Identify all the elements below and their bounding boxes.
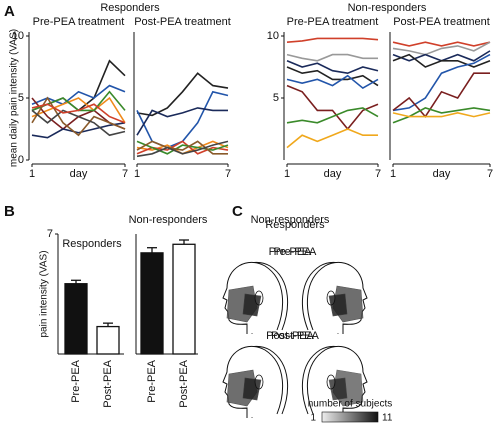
bar [172,243,196,355]
chart-title: Post-PEA treatment [393,16,490,28]
panel-label: B [4,203,15,220]
line-series [286,60,379,75]
ear [326,374,336,390]
group-label: Non-responders [129,214,208,226]
line-series [136,140,229,155]
ear [254,290,264,306]
line-series [31,103,126,124]
head [222,261,284,334]
line-series [392,72,490,118]
x-tick-label: Pre-PEA [146,359,158,402]
y-tick-label: 7 [47,228,53,240]
condition-label: Post-PEA [266,330,314,342]
x-tick-label: 7 [122,168,128,180]
condition-label: Pre-PEA [274,246,317,258]
chart-title: Pre-PEA treatment [33,16,125,28]
group-label: Responders [62,238,122,250]
colorbar [321,411,379,423]
chart-title: Pre-PEA treatment [287,16,379,28]
line-series [286,128,378,149]
panel-label: C [232,203,243,220]
x-tick-label: 1 [390,168,396,180]
line-series [392,53,491,112]
line-series [286,74,379,90]
y-tick-label: 10 [267,30,279,42]
y-tick-label: 10 [12,30,24,42]
x-tick-label: 1 [134,168,140,180]
head [306,345,368,418]
pain-area [328,377,348,401]
group-header: Responders [100,2,160,14]
group-header: Non-responders [251,214,330,226]
bar [64,283,88,355]
panel-label: A [4,3,15,20]
ear [326,290,336,306]
y-axis-label: pain intensity (VAS) [39,250,50,337]
x-tick-label: Pre-PEA [70,359,82,402]
bar [140,252,164,355]
pain-area [242,377,262,401]
pain-area [242,293,262,317]
line-series [392,53,491,68]
line-series [136,107,228,136]
line-series [286,37,379,43]
pain-area [328,293,348,317]
y-tick-label: 5 [273,92,279,104]
x-axis-label: day [70,168,88,180]
x-tick-label: 1 [284,168,290,180]
line-series [286,66,379,87]
x-tick-label: Post-PEA [178,359,190,407]
chart-title: Post-PEA treatment [134,16,231,28]
line-series [136,72,229,117]
colorbar-min: 1 [310,413,316,424]
group-header: Responders [265,219,325,231]
line-series [392,41,491,56]
line-series [136,140,229,158]
ear [254,374,264,390]
line-series [286,107,379,124]
line-series [136,140,228,155]
line-series [392,107,491,124]
line-series [392,41,491,47]
x-axis-label: day [433,168,451,180]
y-axis-label: mean daily pain intensity (VAS) [9,29,20,167]
x-tick-label: 7 [375,168,381,180]
line-series [392,112,491,118]
bar [96,325,120,355]
colorbar-max: 11 [382,413,393,424]
line-series [31,122,126,139]
y-tick-label: 5 [18,92,24,104]
line-series [31,109,126,137]
line-series [286,53,378,62]
line-series [31,96,126,124]
x-tick-label: 7 [225,168,231,180]
condition-label: Pre-PEA [269,246,312,258]
head [222,345,284,418]
y-tick-label: 0 [18,154,24,166]
x-tick-label: Post-PEA [102,359,114,407]
colorbar-title: number of subjects [308,399,393,410]
group-header: Non-responders [348,2,427,14]
head [306,261,368,334]
line-series [286,84,379,131]
condition-label: Post-PEA [271,330,319,342]
x-tick-label: 7 [487,168,493,180]
line-series [136,90,229,149]
x-axis-label: day [324,168,342,180]
line-series [31,96,126,137]
x-tick-label: 1 [29,168,35,180]
